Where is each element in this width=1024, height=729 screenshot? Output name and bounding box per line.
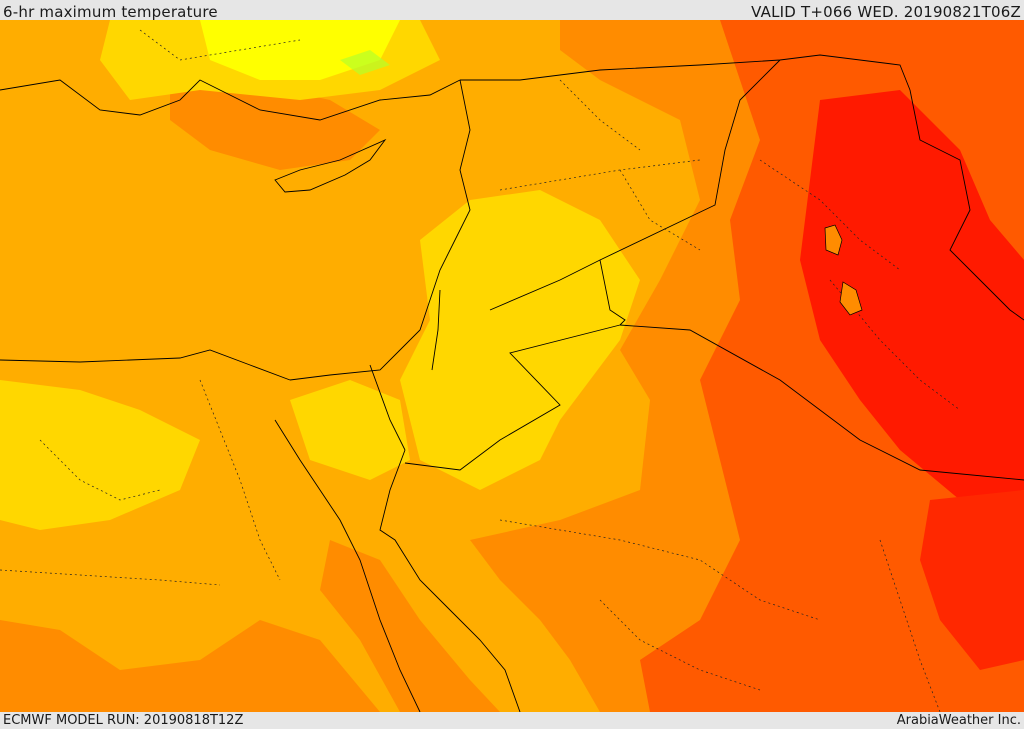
temp-zone-yellow-jordan bbox=[400, 190, 640, 490]
temp-zone-yellow-sinai bbox=[290, 380, 410, 480]
valid-time: VALID T+066 WED. 20190821T06Z bbox=[751, 3, 1021, 21]
border-jordan-saudi bbox=[404, 324, 621, 471]
header-bar: 6-hr maximum temperature VALID T+066 WED… bbox=[0, 0, 1024, 21]
borders bbox=[0, 54, 1024, 712]
temp-zone-yellow-egypt bbox=[0, 380, 200, 530]
border-iraq-saudi bbox=[619, 324, 1024, 481]
coast-redsea-west bbox=[274, 419, 421, 712]
temp-zone-orange-redsea bbox=[320, 540, 500, 712]
lakes bbox=[824, 224, 863, 316]
credit: ArabiaWeather Inc. bbox=[896, 713, 1021, 728]
border-syria-iraq bbox=[489, 259, 626, 326]
temperature-map bbox=[0, 20, 1024, 712]
border-iraq-iran bbox=[909, 89, 1024, 321]
temp-zone-red-south bbox=[920, 490, 1024, 670]
jordan-river bbox=[431, 289, 441, 371]
temp-zone-orange-sw bbox=[0, 620, 380, 712]
border-syria-north bbox=[599, 59, 781, 261]
coast-turkey bbox=[0, 79, 461, 121]
coast-egypt bbox=[0, 349, 291, 381]
border-sinai bbox=[369, 364, 406, 451]
temp-zone-orange-cyprus bbox=[170, 80, 380, 170]
coast-redsea-east bbox=[379, 449, 521, 712]
border-turkey-syria bbox=[460, 54, 911, 91]
coast-cyprus bbox=[274, 138, 387, 193]
footer-bar: ECMWF MODEL RUN: 20190818T12Z ArabiaWeat… bbox=[0, 712, 1024, 729]
model-run: ECMWF MODEL RUN: 20190818T12Z bbox=[3, 713, 244, 728]
map-title: 6-hr maximum temperature bbox=[3, 3, 218, 21]
temp-zone-red bbox=[800, 90, 1024, 500]
provincial-borders bbox=[0, 29, 961, 712]
temp-zone-green-patch bbox=[340, 50, 390, 75]
